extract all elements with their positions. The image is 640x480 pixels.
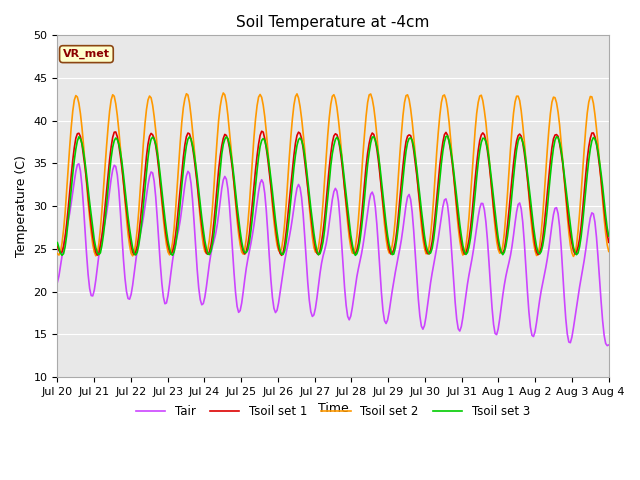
Tsoil set 1 (278, 252, 285, 258)
Tair (604, 343, 611, 348)
Tsoil set 3 (294, 137, 302, 143)
Tsoil set 1 (605, 240, 612, 245)
Tsoil set 2 (577, 191, 585, 196)
Tsoil set 1 (246, 231, 253, 237)
Line: Tsoil set 2: Tsoil set 2 (58, 93, 609, 256)
Tsoil set 2 (605, 249, 612, 254)
Tsoil set 2 (296, 104, 304, 109)
Text: VR_met: VR_met (63, 49, 110, 59)
Title: Soil Temperature at -4cm: Soil Temperature at -4cm (236, 15, 430, 30)
Tair (54, 279, 61, 285)
Tair (123, 288, 131, 294)
Tsoil set 2 (247, 180, 255, 185)
Tair (247, 240, 255, 246)
X-axis label: Time: Time (317, 402, 348, 415)
Line: Tsoil set 3: Tsoil set 3 (58, 136, 609, 255)
Tair (220, 177, 227, 183)
Tsoil set 1 (236, 234, 244, 240)
Tair (238, 300, 246, 306)
Tsoil set 3 (54, 240, 61, 245)
Tair (605, 342, 612, 348)
Line: Tair: Tair (58, 164, 609, 346)
Tsoil set 1 (218, 143, 225, 149)
Tsoil set 3 (236, 228, 244, 234)
Tsoil set 2 (54, 251, 61, 256)
Tsoil set 1 (298, 135, 305, 141)
Tsoil set 1 (54, 243, 61, 249)
Tsoil set 3 (218, 151, 225, 157)
Legend: Tair, Tsoil set 1, Tsoil set 2, Tsoil set 3: Tair, Tsoil set 1, Tsoil set 2, Tsoil se… (131, 400, 535, 422)
Tsoil set 3 (246, 240, 253, 245)
Tsoil set 1 (577, 224, 585, 229)
Tsoil set 3 (444, 133, 451, 139)
Tsoil set 3 (577, 234, 585, 240)
Tair (75, 161, 83, 167)
Tsoil set 2 (570, 253, 577, 259)
Y-axis label: Temperature (C): Temperature (C) (15, 155, 28, 257)
Line: Tsoil set 1: Tsoil set 1 (58, 131, 609, 255)
Tsoil set 2 (238, 249, 246, 255)
Tair (576, 284, 584, 290)
Tsoil set 2 (121, 198, 129, 204)
Tsoil set 3 (121, 186, 129, 192)
Tsoil set 2 (220, 90, 227, 96)
Tsoil set 2 (218, 95, 225, 100)
Tsoil set 3 (605, 233, 612, 239)
Tair (296, 185, 304, 191)
Tsoil set 1 (121, 194, 129, 200)
Tsoil set 1 (258, 128, 266, 134)
Tsoil set 3 (351, 252, 359, 258)
